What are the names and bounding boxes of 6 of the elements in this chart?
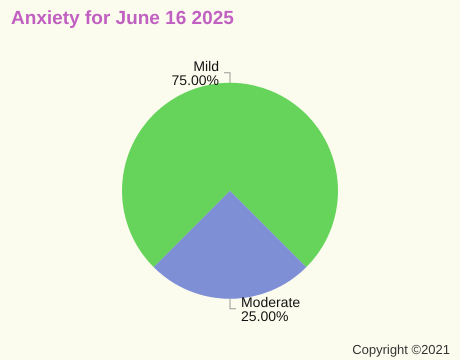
slice-label: Mild	[193, 58, 219, 74]
chart-title: Anxiety for June 16 2025	[11, 8, 234, 29]
data-label: 75.00%	[172, 72, 219, 88]
text: Copyright ©2021	[352, 342, 450, 357]
slice-label: Moderate	[241, 294, 300, 310]
data-label: 25.00%	[241, 308, 288, 324]
